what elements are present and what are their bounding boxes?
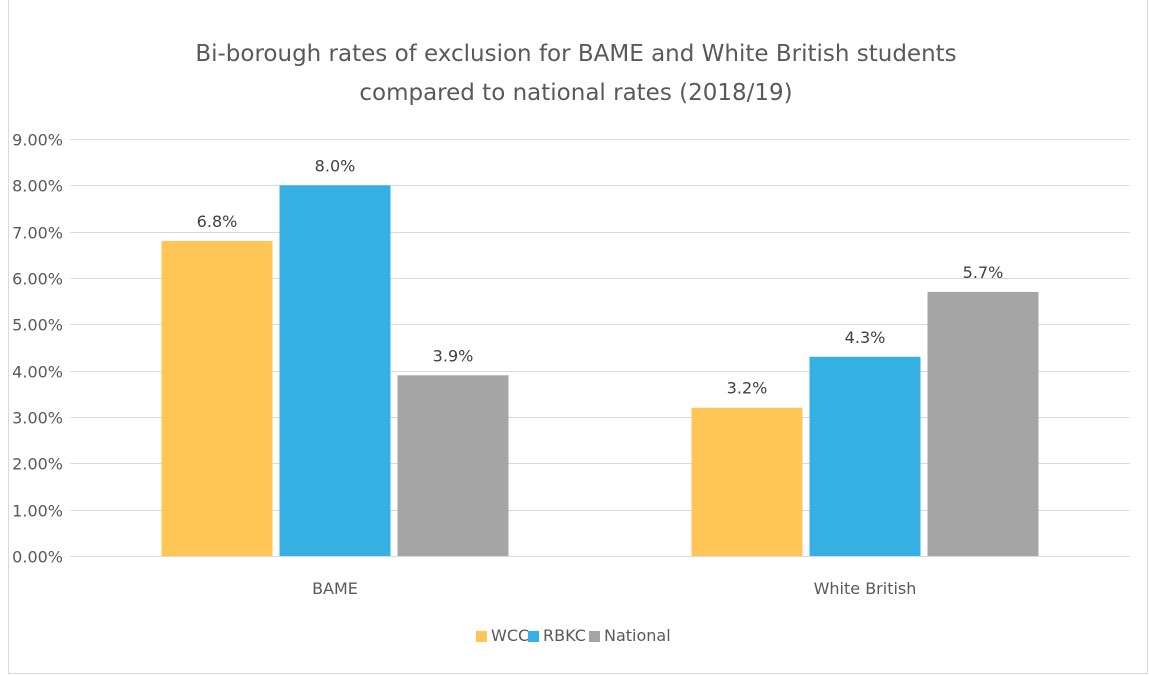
bar-rbkc-1 <box>809 356 921 556</box>
chart-title-line-1: Bi-borough rates of exclusion for BAME a… <box>195 41 956 67</box>
legend-swatch-wcc <box>476 631 487 642</box>
legend-label-wcc: WCC <box>491 626 529 645</box>
y-tick-label: 3.00% <box>12 409 63 428</box>
data-label: 5.7% <box>963 263 1004 282</box>
y-tick-label: 5.00% <box>12 316 63 335</box>
bars <box>161 185 1039 557</box>
legend: WCC RBKC National <box>476 626 671 645</box>
y-tick-label: 1.00% <box>12 502 63 521</box>
y-tick-label: 0.00% <box>12 548 63 567</box>
data-labels: 6.8% 8.0% 3.9% 3.2% 4.3% 5.7% <box>197 156 1004 397</box>
chart-title: Bi-borough rates of exclusion for BAME a… <box>195 41 956 106</box>
y-tick-label: 9.00% <box>12 131 63 150</box>
legend-label-rbkc: RBKC <box>543 626 586 645</box>
data-label: 3.9% <box>433 346 474 365</box>
y-tick-label: 4.00% <box>12 363 63 382</box>
y-axis-tick-labels: 0.00% 1.00% 2.00% 3.00% 4.00% 5.00% 6.00% 7.00%… <box>12 131 63 567</box>
y-tick-label: 2.00% <box>12 455 63 474</box>
bar-rbkc-0 <box>279 185 391 557</box>
x-category-label: BAME <box>312 579 358 598</box>
legend-swatch-rbkc <box>528 631 539 642</box>
y-tick-label: 8.00% <box>12 177 63 196</box>
chart-frame <box>8 0 1148 674</box>
y-tick-label: 7.00% <box>12 224 63 243</box>
x-axis-category-labels: BAME White British <box>312 579 916 598</box>
data-label: 6.8% <box>197 212 238 231</box>
bar-national-0 <box>397 375 509 556</box>
data-label: 3.2% <box>727 379 768 398</box>
x-category-label: White British <box>814 579 917 598</box>
y-tick-label: 6.00% <box>12 270 63 289</box>
bar-wcc-1 <box>691 407 803 556</box>
data-label: 4.3% <box>845 328 886 347</box>
data-label: 8.0% <box>315 156 356 175</box>
legend-swatch-national <box>589 631 600 642</box>
bar-wcc-0 <box>161 240 273 556</box>
bar-national-1 <box>927 291 1039 556</box>
chart-title-line-2: compared to national rates (2018/19) <box>359 80 792 106</box>
legend-label-national: National <box>604 626 671 645</box>
